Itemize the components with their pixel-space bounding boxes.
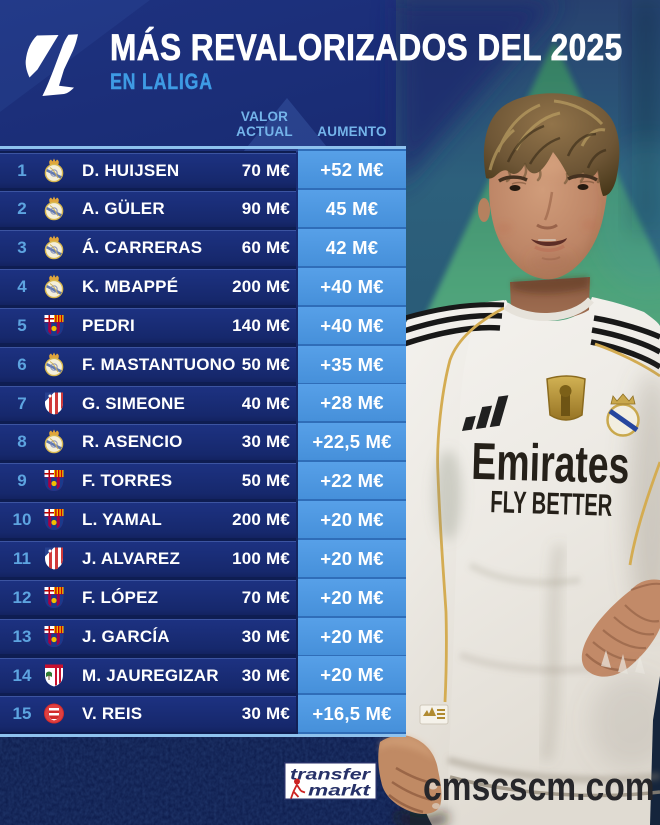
svg-text:transfer: transfer <box>290 767 371 784</box>
svg-text:Emirates: Emirates <box>471 433 631 495</box>
svg-text:FLY BETTER: FLY BETTER <box>490 484 613 523</box>
svg-text:markt: markt <box>308 783 371 800</box>
